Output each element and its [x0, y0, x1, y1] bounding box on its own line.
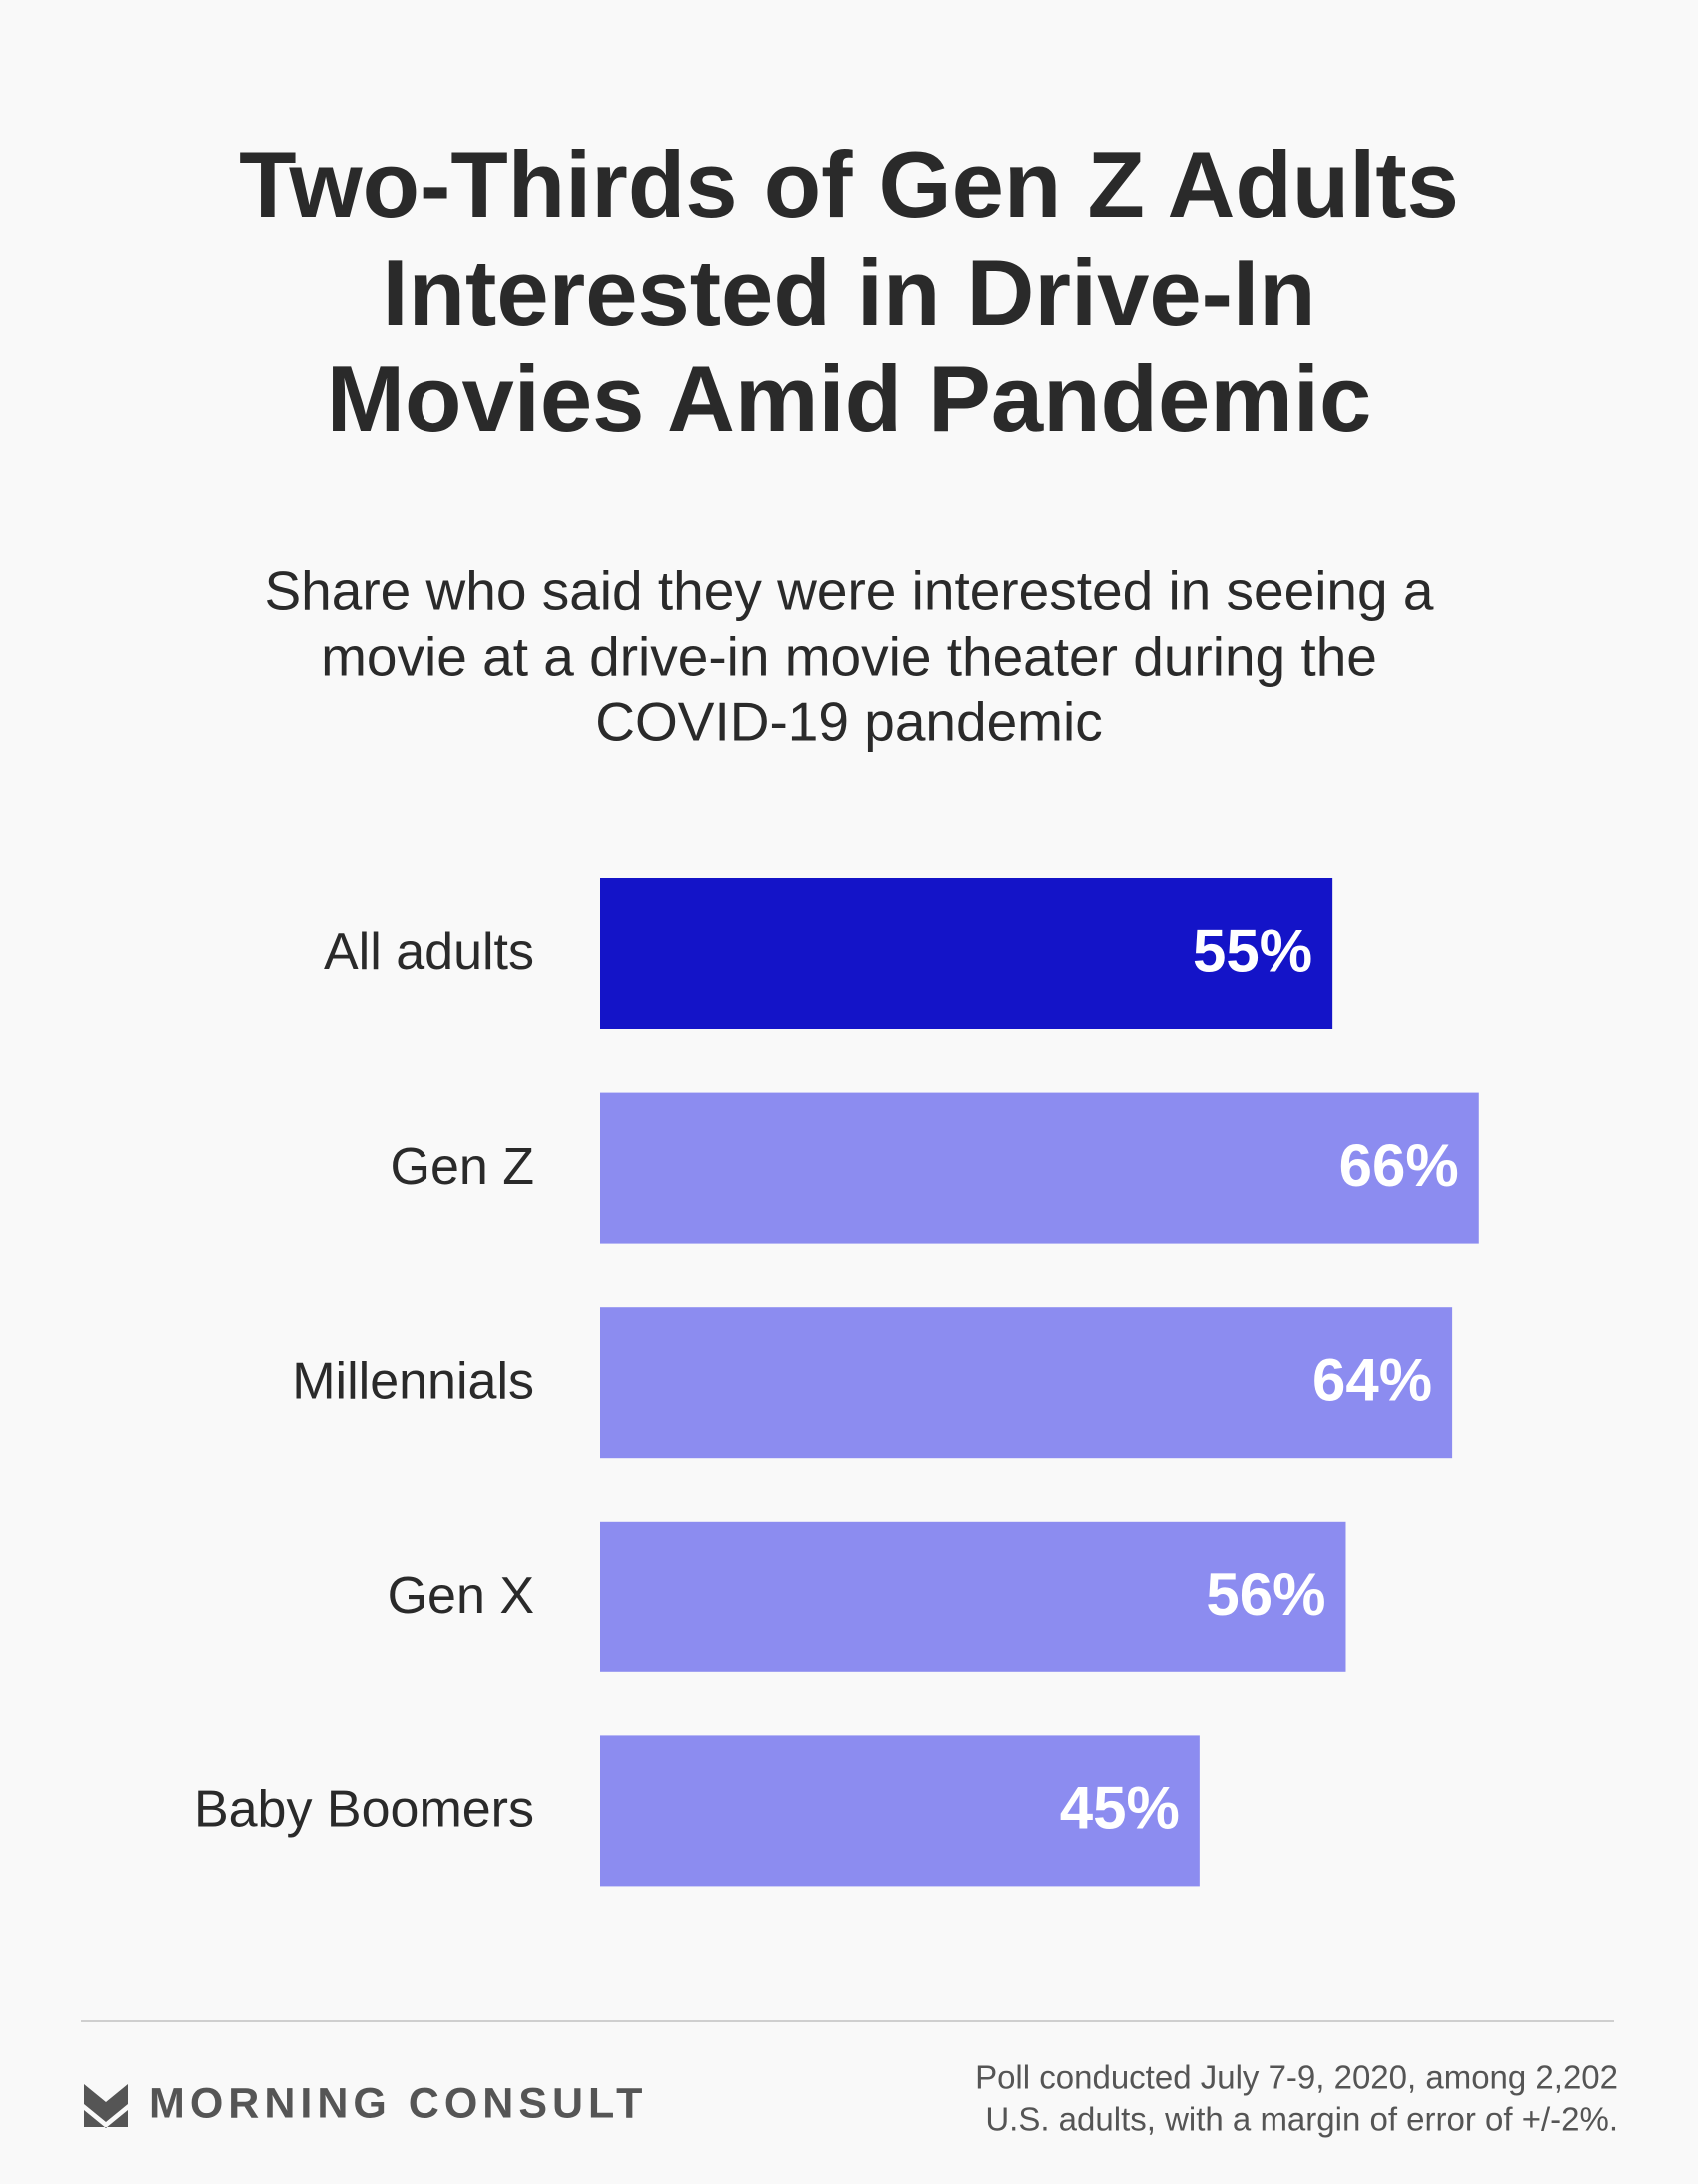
chart-title: Two-Thirds of Gen Z Adults [239, 132, 1459, 237]
category-label: Gen Z [391, 1138, 535, 1196]
value-label: 56% [1206, 1561, 1325, 1628]
category-label: All adults [324, 923, 534, 981]
footnote: Poll conducted July 7-9, 2020, among 2,2… [975, 2059, 1618, 2096]
chart-title: Interested in Drive-In [383, 240, 1316, 345]
subtitle: COVID-19 pandemic [595, 691, 1102, 753]
bar [600, 1307, 1453, 1459]
subtitle: Share who said they were interested in s… [265, 560, 1434, 622]
footnote: U.S. adults, with a margin of error of +… [985, 2101, 1618, 2138]
value-label: 45% [1060, 1775, 1180, 1842]
value-label: 66% [1339, 1132, 1459, 1199]
brand-name: MORNING CONSULT [149, 2079, 647, 2127]
bar [600, 1735, 1200, 1887]
value-label: 64% [1312, 1347, 1432, 1414]
bar [600, 1092, 1479, 1244]
category-label: Baby Boomers [194, 1781, 534, 1839]
value-label: 55% [1193, 917, 1312, 984]
bar [600, 878, 1333, 1029]
category-label: Millennials [292, 1352, 534, 1410]
bar [600, 1521, 1346, 1672]
brand-logo [84, 2084, 128, 2128]
chart-title: Movies Amid Pandemic [327, 346, 1371, 451]
subtitle: movie at a drive-in movie theater during… [321, 626, 1377, 688]
category-label: Gen X [388, 1567, 534, 1625]
